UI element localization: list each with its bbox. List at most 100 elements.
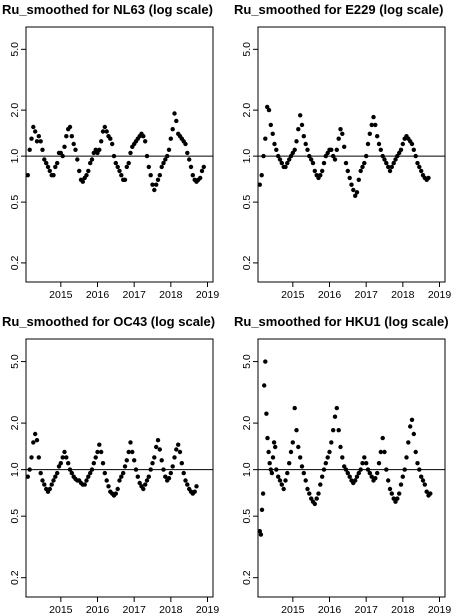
plot-frame xyxy=(25,26,214,283)
x-tick-label: 2015 xyxy=(49,289,73,301)
x-tick-label: 2017 xyxy=(354,604,378,614)
data-point xyxy=(386,164,391,170)
x-tick-label: 2015 xyxy=(49,604,73,614)
x-tick-label: 2018 xyxy=(391,289,415,301)
data-point xyxy=(398,482,404,487)
data-point xyxy=(100,461,106,466)
data-point xyxy=(279,160,284,166)
data-point xyxy=(99,449,104,455)
data-point xyxy=(296,127,301,132)
y-tick-label: 0.2 xyxy=(9,255,21,270)
y-tick-label: 0.2 xyxy=(9,570,21,585)
data-point xyxy=(86,168,91,174)
chart-panel-4: Ru_smoothed for HKU1 (log scale) 0.2 0.5 1.… xyxy=(234,314,451,614)
chart-title: Ru_smoothed for OC43 (log scale) xyxy=(2,314,215,329)
data-point xyxy=(161,160,166,166)
data-point xyxy=(281,486,286,492)
data-point xyxy=(307,153,312,159)
x-tick-label: 2017 xyxy=(354,289,378,301)
data-point xyxy=(141,486,146,492)
data-point xyxy=(276,474,281,479)
data-point xyxy=(201,164,206,170)
data-point xyxy=(168,136,173,141)
data-point xyxy=(329,147,334,152)
data-point xyxy=(274,467,279,472)
data-point xyxy=(367,470,372,476)
y-tick-label: 1.0 xyxy=(9,149,21,164)
data-point xyxy=(264,411,269,416)
data-point xyxy=(261,153,266,159)
data-point xyxy=(155,438,161,443)
data-point xyxy=(365,141,371,147)
data-point xyxy=(154,182,159,187)
data-point xyxy=(69,470,75,476)
data-point xyxy=(97,147,102,152)
data-point xyxy=(88,470,93,476)
data-point xyxy=(146,474,151,479)
data-point xyxy=(336,428,341,433)
data-point xyxy=(312,168,317,174)
data-point xyxy=(318,482,323,487)
data-point xyxy=(354,190,360,195)
data-point xyxy=(31,124,36,130)
data-point xyxy=(99,139,104,144)
y-tick-label: 1.0 xyxy=(9,462,21,477)
data-point xyxy=(143,139,148,144)
data-point xyxy=(67,124,73,130)
data-point xyxy=(194,484,199,489)
data-point xyxy=(113,491,119,496)
data-point xyxy=(148,467,153,472)
data-point xyxy=(312,501,317,507)
data-point xyxy=(408,424,413,429)
data-point xyxy=(47,486,52,492)
data-point xyxy=(336,136,341,141)
data-point xyxy=(415,461,420,466)
data-point xyxy=(67,467,73,472)
data-point xyxy=(411,431,416,437)
y-tick-label: 1.0 xyxy=(241,149,253,164)
data-point xyxy=(27,467,32,472)
data-point xyxy=(321,467,327,472)
data-point xyxy=(97,442,102,447)
data-point xyxy=(45,164,51,170)
data-point xyxy=(163,157,168,162)
data-point xyxy=(417,467,422,472)
data-point xyxy=(36,455,41,460)
data-point xyxy=(358,467,363,472)
y-tick-label: 5.0 xyxy=(9,42,21,57)
data-point xyxy=(262,383,267,388)
y-tick-label: 0.5 xyxy=(9,195,21,210)
data-point xyxy=(108,136,113,141)
data-point xyxy=(382,449,387,455)
plot-frame xyxy=(25,338,214,598)
data-point xyxy=(305,147,310,152)
data-point xyxy=(364,461,369,466)
data-point xyxy=(124,458,129,463)
data-point xyxy=(343,467,349,472)
data-point xyxy=(38,139,43,144)
data-point xyxy=(42,482,47,487)
data-point xyxy=(40,478,45,483)
data-point xyxy=(185,482,190,487)
data-point xyxy=(332,157,338,162)
y-tick-label: 0.5 xyxy=(241,195,253,210)
data-point xyxy=(133,467,139,472)
data-point xyxy=(389,164,394,170)
data-point xyxy=(320,474,325,479)
data-point xyxy=(321,160,327,166)
data-point xyxy=(419,168,424,174)
data-point xyxy=(95,449,100,455)
data-point xyxy=(290,440,295,445)
data-point xyxy=(144,153,150,159)
data-point xyxy=(356,177,361,182)
data-point xyxy=(265,104,270,110)
data-point xyxy=(274,147,279,152)
data-point xyxy=(259,507,265,512)
data-point xyxy=(301,470,306,476)
y-tick-label: 2.0 xyxy=(9,103,21,118)
plot-frame xyxy=(257,338,446,598)
data-point xyxy=(325,455,330,460)
data-point xyxy=(166,476,172,481)
data-point xyxy=(259,173,264,178)
data-point xyxy=(88,160,93,166)
